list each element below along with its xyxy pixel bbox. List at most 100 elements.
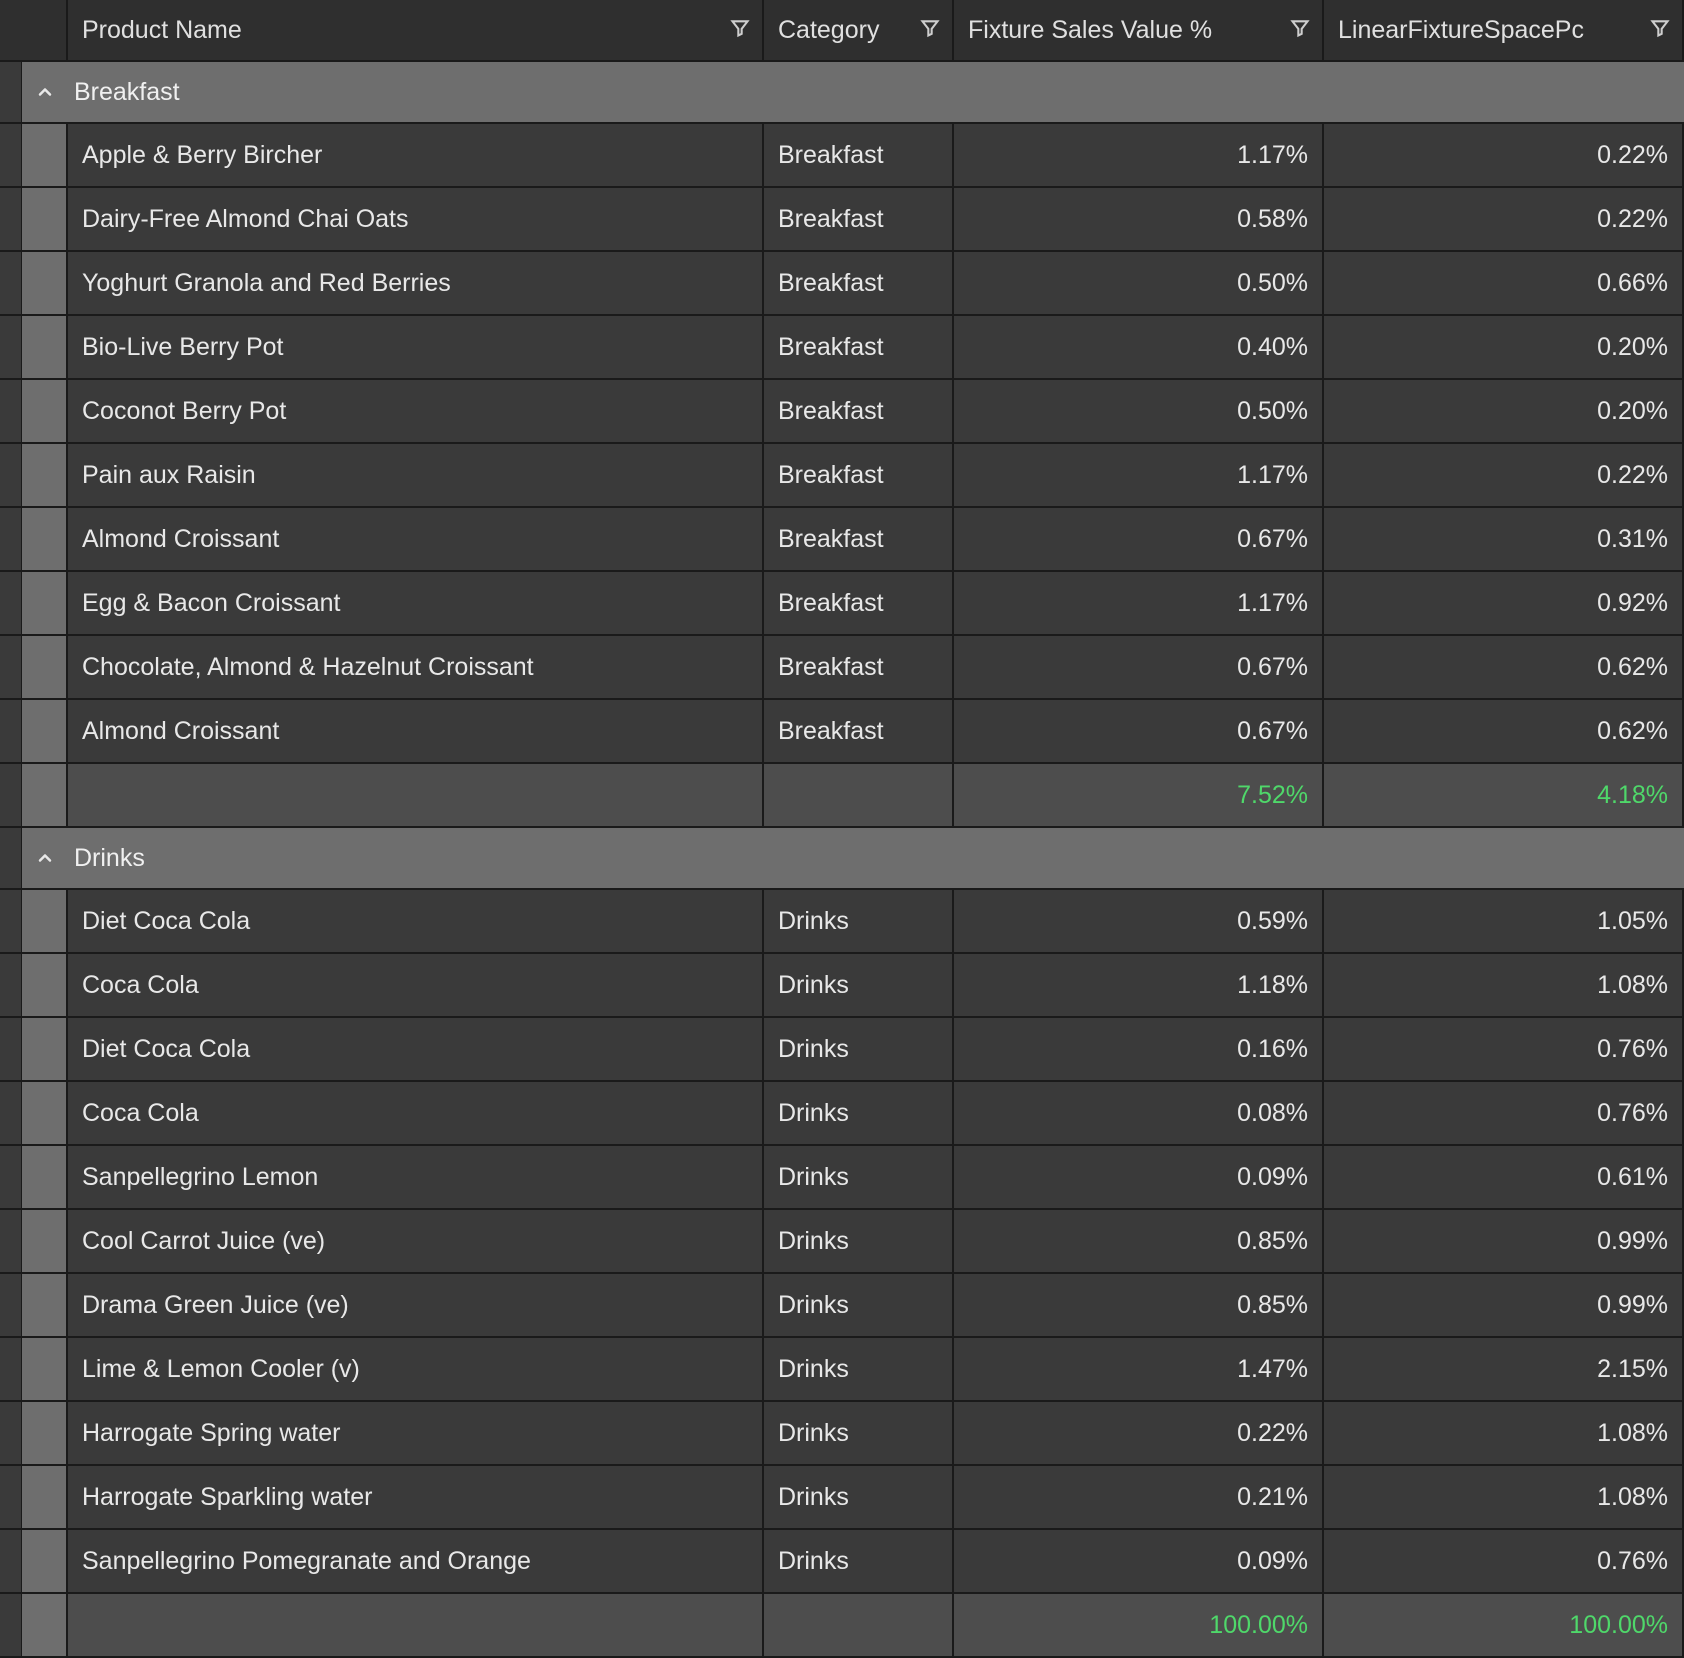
cell-fixture-sales: 100.00% [954, 1594, 1324, 1656]
cell-category: Breakfast [764, 572, 954, 634]
row-gutter [0, 1082, 22, 1144]
cell-product-name [68, 1594, 764, 1656]
cell-product-name: Drama Green Juice (ve) [68, 1274, 764, 1336]
cell-product-name: Coca Cola [68, 1082, 764, 1144]
table-row[interactable]: Sanpellegrino LemonDrinks0.09%0.61% [0, 1146, 1684, 1210]
cell-product-name: Harrogate Spring water [68, 1402, 764, 1464]
cell-fixture-sales: 0.09% [954, 1146, 1324, 1208]
cell-linear-space: 0.76% [1324, 1018, 1684, 1080]
row-gutter [0, 828, 22, 888]
column-header-category[interactable]: Category [764, 0, 954, 60]
table-row[interactable]: Lime & Lemon Cooler (v)Drinks1.47%2.15% [0, 1338, 1684, 1402]
row-indent [22, 1338, 68, 1400]
cell-category [764, 764, 954, 826]
column-header-linear-space[interactable]: LinearFixtureSpacePc [1324, 0, 1684, 60]
filter-icon[interactable] [1650, 16, 1670, 45]
cell-category: Breakfast [764, 508, 954, 570]
table-row[interactable]: Pain aux RaisinBreakfast1.17%0.22% [0, 444, 1684, 508]
cell-product-name: Dairy-Free Almond Chai Oats [68, 188, 764, 250]
row-indent [22, 380, 68, 442]
table-row[interactable]: Almond CroissantBreakfast0.67%0.62% [0, 700, 1684, 764]
cell-fixture-sales: 0.22% [954, 1402, 1324, 1464]
cell-fixture-sales: 0.50% [954, 380, 1324, 442]
table-row[interactable]: Dairy-Free Almond Chai OatsBreakfast0.58… [0, 188, 1684, 252]
chevron-up-icon[interactable] [22, 82, 68, 102]
table-row[interactable]: Harrogate Sparkling waterDrinks0.21%1.08… [0, 1466, 1684, 1530]
table-row[interactable]: Diet Coca ColaDrinks0.16%0.76% [0, 1018, 1684, 1082]
cell-linear-space: 0.76% [1324, 1082, 1684, 1144]
table-row[interactable]: Cool Carrot Juice (ve)Drinks0.85%0.99% [0, 1210, 1684, 1274]
row-indent [22, 1274, 68, 1336]
grand-total-row: 100.00% 100.00% [0, 1594, 1684, 1658]
table-row[interactable]: Egg & Bacon CroissantBreakfast1.17%0.92% [0, 572, 1684, 636]
cell-product-name: Harrogate Sparkling water [68, 1466, 764, 1528]
row-indent [22, 444, 68, 506]
group-header[interactable]: Drinks [0, 828, 1684, 890]
cell-product-name: Pain aux Raisin [68, 444, 764, 506]
cell-category: Drinks [764, 1018, 954, 1080]
cell-fixture-sales: 1.18% [954, 954, 1324, 1016]
row-indent [22, 508, 68, 570]
table-row[interactable]: Drama Green Juice (ve)Drinks0.85%0.99% [0, 1274, 1684, 1338]
table-row[interactable]: Yoghurt Granola and Red BerriesBreakfast… [0, 252, 1684, 316]
cell-fixture-sales: 0.08% [954, 1082, 1324, 1144]
data-grid: Product Name Category Fixture Sales Valu… [0, 0, 1684, 1658]
cell-product-name: Diet Coca Cola [68, 1018, 764, 1080]
row-gutter [0, 1210, 22, 1272]
column-header-product-name[interactable]: Product Name [68, 0, 764, 60]
cell-product-name: Bio-Live Berry Pot [68, 316, 764, 378]
cell-category: Drinks [764, 1338, 954, 1400]
cell-fixture-sales: 0.16% [954, 1018, 1324, 1080]
cell-fixture-sales: 0.40% [954, 316, 1324, 378]
table-row[interactable]: Apple & Berry BircherBreakfast1.17%0.22% [0, 124, 1684, 188]
cell-category: Drinks [764, 1466, 954, 1528]
cell-product-name: Egg & Bacon Croissant [68, 572, 764, 634]
row-indent [22, 124, 68, 186]
cell-fixture-sales: 0.67% [954, 508, 1324, 570]
cell-linear-space: 0.61% [1324, 1146, 1684, 1208]
cell-category: Breakfast [764, 252, 954, 314]
row-gutter [0, 188, 22, 250]
row-indent [22, 1018, 68, 1080]
table-row[interactable]: Coca ColaDrinks0.08%0.76% [0, 1082, 1684, 1146]
table-row[interactable]: Almond CroissantBreakfast0.67%0.31% [0, 508, 1684, 572]
table-row[interactable]: Coconot Berry PotBreakfast0.50%0.20% [0, 380, 1684, 444]
row-gutter [0, 1594, 22, 1656]
row-gutter [0, 764, 22, 826]
row-indent [22, 1402, 68, 1464]
table-row[interactable]: Bio-Live Berry PotBreakfast0.40%0.20% [0, 316, 1684, 380]
cell-category: Breakfast [764, 316, 954, 378]
cell-linear-space: 1.05% [1324, 890, 1684, 952]
cell-category: Drinks [764, 1210, 954, 1272]
filter-icon[interactable] [730, 16, 750, 45]
row-gutter [0, 572, 22, 634]
cell-product-name: Coca Cola [68, 954, 764, 1016]
table-row[interactable]: Diet Coca ColaDrinks0.59%1.05% [0, 890, 1684, 954]
column-header-fixture-sales[interactable]: Fixture Sales Value % [954, 0, 1324, 60]
cell-linear-space: 100.00% [1324, 1594, 1684, 1656]
row-gutter [0, 1274, 22, 1336]
cell-fixture-sales: 0.67% [954, 636, 1324, 698]
column-header-label: Product Name [82, 16, 242, 45]
row-gutter [0, 954, 22, 1016]
gutter-header [0, 0, 68, 60]
cell-fixture-sales: 0.85% [954, 1210, 1324, 1272]
filter-icon[interactable] [1290, 16, 1310, 45]
chevron-up-icon[interactable] [22, 848, 68, 868]
table-row[interactable]: Coca ColaDrinks1.18%1.08% [0, 954, 1684, 1018]
column-header-label: Category [778, 16, 879, 45]
table-row[interactable]: Chocolate, Almond & Hazelnut CroissantBr… [0, 636, 1684, 700]
cell-product-name: Almond Croissant [68, 508, 764, 570]
table-row[interactable]: Harrogate Spring waterDrinks0.22%1.08% [0, 1402, 1684, 1466]
row-gutter [0, 1466, 22, 1528]
cell-category: Drinks [764, 1402, 954, 1464]
row-gutter [0, 1146, 22, 1208]
cell-fixture-sales: 0.58% [954, 188, 1324, 250]
table-row[interactable]: Sanpellegrino Pomegranate and OrangeDrin… [0, 1530, 1684, 1594]
cell-product-name: Sanpellegrino Pomegranate and Orange [68, 1530, 764, 1592]
group-header[interactable]: Breakfast [0, 62, 1684, 124]
row-indent [22, 1466, 68, 1528]
row-indent [22, 188, 68, 250]
filter-icon[interactable] [920, 16, 940, 45]
row-gutter [0, 124, 22, 186]
